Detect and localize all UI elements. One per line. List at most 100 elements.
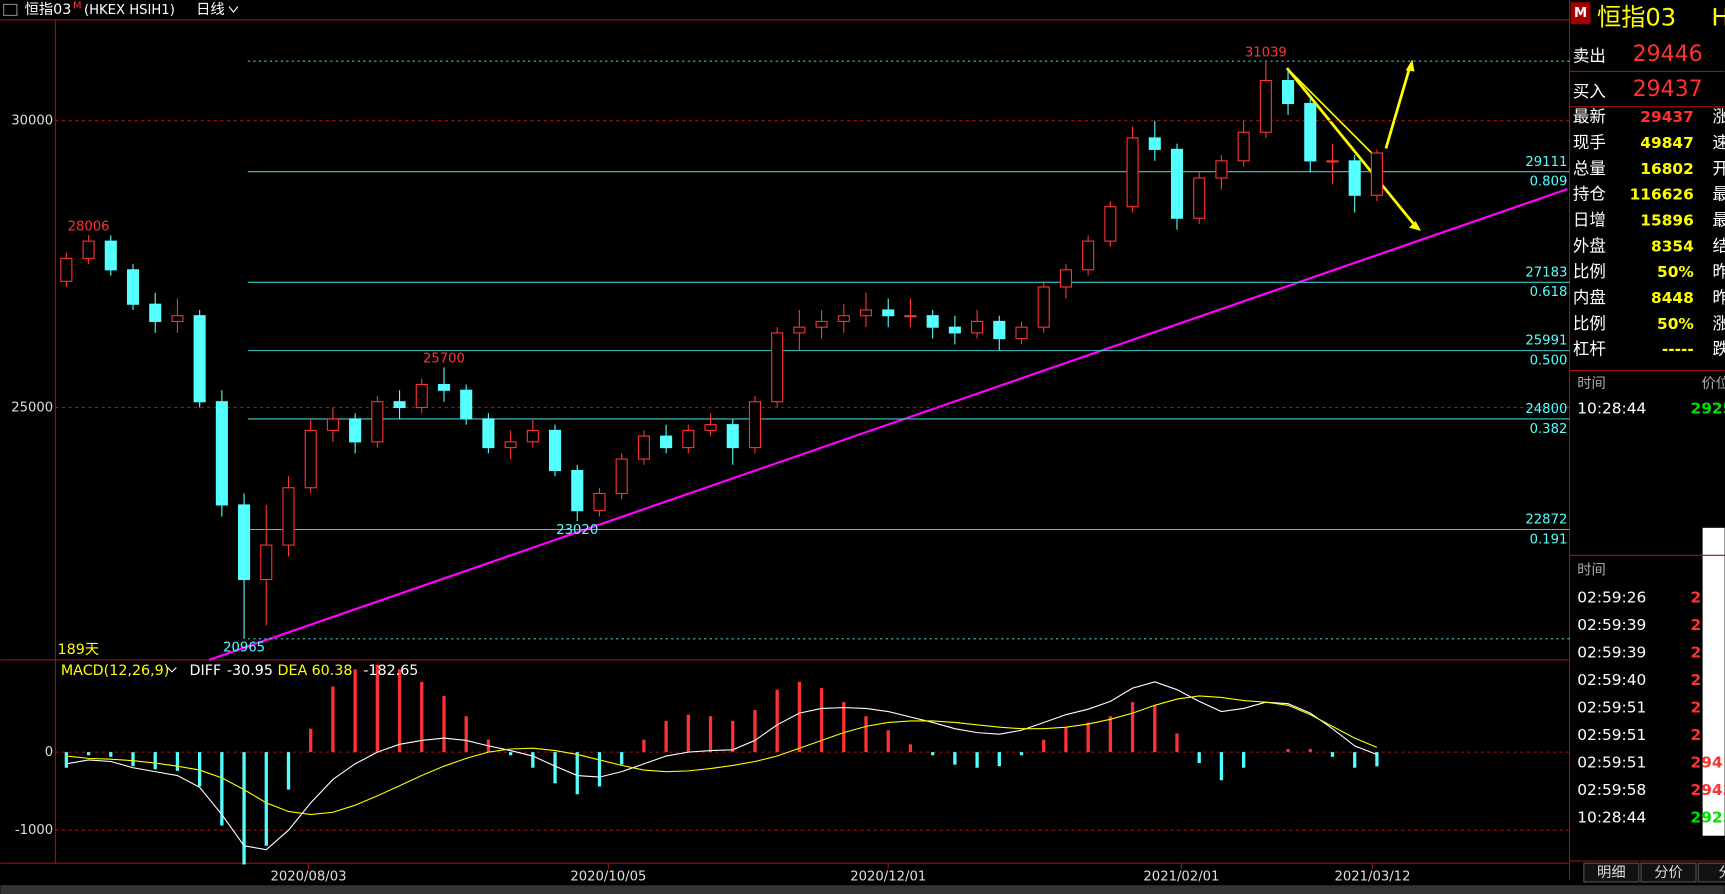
macd-line <box>66 695 1378 816</box>
tab[interactable] <box>1583 862 1640 883</box>
tab-label[interactable]: 分价 <box>1654 864 1683 881</box>
row-label: 最新 <box>1573 107 1606 126</box>
row-value: 49847 <box>1640 134 1694 152</box>
macd-value: -182.65 <box>363 663 418 679</box>
fib-value: 24800 <box>1525 402 1567 417</box>
x-tick-label: 2021/03/12 <box>1334 869 1410 884</box>
x-tick-label: 2020/08/03 <box>270 869 346 884</box>
row-value: 15896 <box>1640 212 1694 230</box>
candle-body <box>304 429 317 489</box>
tick-price: 2 <box>1691 671 1702 689</box>
tool-popup[interactable] <box>1702 527 1725 836</box>
instrument-flag: M <box>73 0 82 11</box>
diff-value: -30.95 <box>227 663 273 679</box>
arrow-down <box>1285 67 1418 229</box>
row-label-cut: 涨 <box>1713 314 1725 333</box>
dropdown-caret <box>228 6 239 13</box>
extreme-label: 25700 <box>423 352 465 367</box>
candle-body <box>971 320 984 334</box>
support-line <box>208 188 1568 661</box>
row-value: 50% <box>1657 263 1694 281</box>
candle-body <box>882 309 895 317</box>
quote-title-cut: H <box>1711 4 1725 32</box>
candle-body <box>682 429 695 449</box>
candle-body <box>215 401 228 506</box>
row-label-cut: 涨 <box>1713 107 1725 126</box>
candle-body <box>326 418 339 431</box>
fib-ratio: 0.191 <box>1530 532 1568 547</box>
tick-price: 2925 <box>1691 809 1725 827</box>
period-count: 189天 <box>58 642 100 658</box>
candle-body <box>993 320 1006 340</box>
row-label-cut: 结 <box>1713 236 1725 255</box>
candle-body <box>593 492 606 512</box>
candle-body <box>126 269 140 305</box>
extreme-label: 23020 <box>556 523 598 538</box>
candle-body <box>149 303 162 322</box>
flag-box <box>1570 2 1591 25</box>
dropdown-caret <box>167 667 177 673</box>
candle-body <box>437 383 451 391</box>
fib-ratio: 0.500 <box>1530 354 1568 369</box>
row-value: 8448 <box>1651 289 1694 307</box>
candle-body <box>1193 177 1206 219</box>
row-label: 比例 <box>1573 262 1606 281</box>
dea-value: 60.38 <box>312 663 353 679</box>
y-tick-label: 0 <box>45 745 53 760</box>
row-value: 8354 <box>1651 237 1694 255</box>
candle-body <box>1126 137 1139 208</box>
menu-icon[interactable] <box>3 3 18 16</box>
candle-body <box>1104 206 1117 242</box>
candle-body <box>748 401 762 449</box>
candle-body <box>615 458 628 495</box>
bid-label: 买入 <box>1573 82 1606 101</box>
tick-time: 02:59:51 <box>1577 699 1646 717</box>
tab[interactable] <box>1697 862 1725 883</box>
extreme-label: 20965 <box>223 641 265 656</box>
candle-body <box>371 401 384 443</box>
ask-label: 卖出 <box>1573 47 1606 66</box>
row-label: 内盘 <box>1573 288 1606 307</box>
tab[interactable] <box>1640 862 1697 883</box>
candle-body <box>859 309 873 317</box>
candle-body <box>504 441 517 449</box>
row-label-cut: 速 <box>1713 133 1725 152</box>
row-value: 116626 <box>1630 186 1694 204</box>
row-label: 比例 <box>1573 314 1606 333</box>
candle-body <box>260 544 273 581</box>
candle-body <box>1326 160 1339 163</box>
candle-body <box>460 389 473 420</box>
period-selector[interactable]: 日线 <box>196 1 225 18</box>
y-tick-label: 30000 <box>11 114 53 129</box>
row-label-cut: 昨 <box>1713 262 1725 281</box>
fib-ratio: 0.382 <box>1530 422 1568 437</box>
row-label: 杠杆 <box>1573 340 1606 359</box>
candle-body <box>704 424 717 431</box>
candle-body <box>526 429 539 443</box>
tick-time: 02:59:26 <box>1577 589 1646 607</box>
candle-body <box>771 332 784 403</box>
candle-body <box>1170 148 1184 219</box>
candle-body <box>837 315 850 322</box>
diff-label: DIFF <box>190 663 222 679</box>
status-strip <box>0 885 1725 894</box>
row-label: 外盘 <box>1573 236 1606 255</box>
row-value: ----- <box>1662 341 1694 359</box>
candle-body <box>1348 160 1361 196</box>
tick-time: 02:59:51 <box>1577 726 1646 744</box>
candle-body <box>482 418 495 449</box>
tab-label[interactable]: 明细 <box>1597 864 1626 881</box>
candle-body <box>282 487 295 546</box>
quote-title: 恒指03 <box>1597 4 1676 32</box>
candle-body <box>793 326 806 334</box>
candle-body <box>393 401 406 409</box>
tab-label[interactable]: 分 <box>1719 864 1725 881</box>
fib-value: 29111 <box>1525 155 1567 170</box>
candle-body <box>1370 152 1383 196</box>
tick-time: 10:28:44 <box>1577 809 1646 827</box>
candle-body <box>193 315 206 403</box>
fib-value: 27183 <box>1525 265 1567 280</box>
candle-body <box>637 435 650 460</box>
candle-body <box>60 257 73 282</box>
